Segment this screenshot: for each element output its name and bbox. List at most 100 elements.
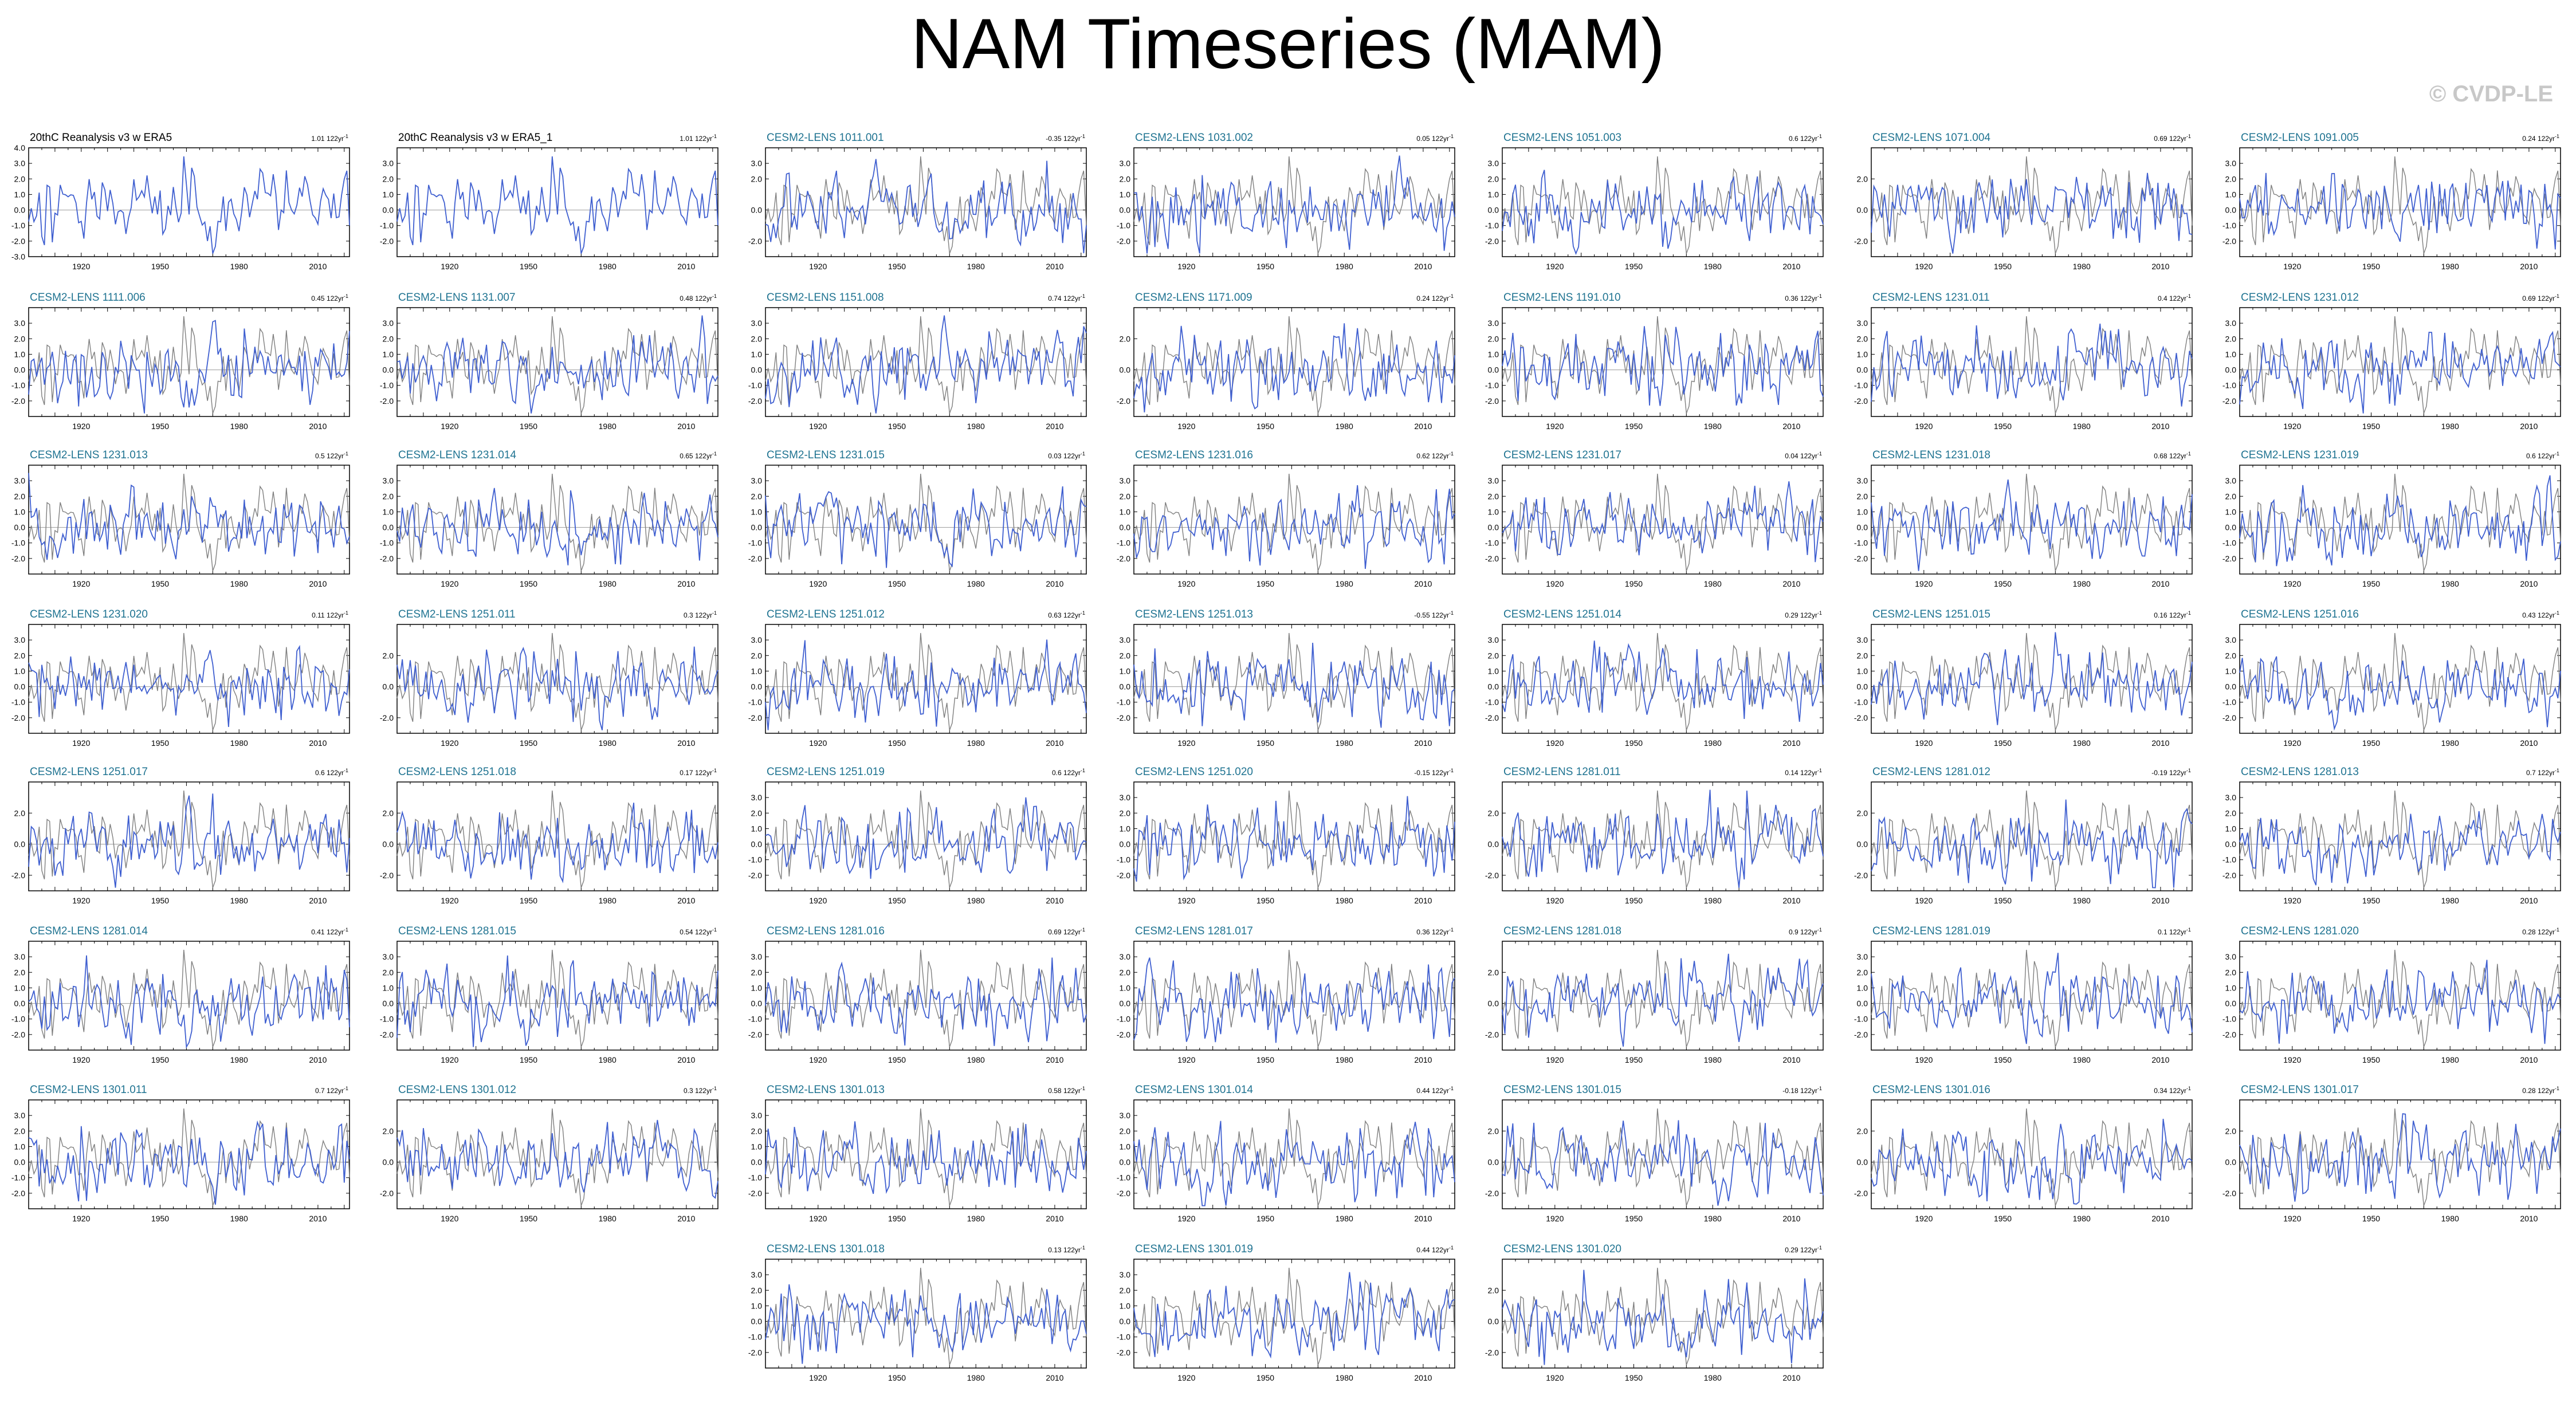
panel-title: CESM2-LENS 1231.020 <box>30 608 148 620</box>
plot-frame <box>396 465 718 575</box>
x-tick-label: 1920 <box>2283 1214 2301 1223</box>
panel-title: CESM2-LENS 1251.012 <box>767 608 885 620</box>
y-tick-label: 0.0 <box>1488 840 1499 849</box>
y-tick-label: 2.0 <box>383 334 394 343</box>
y-tick-label: -1.0 <box>2222 539 2236 548</box>
x-tick-label: 1980 <box>1704 262 1722 271</box>
x-tick-label: 1950 <box>1256 1055 1274 1064</box>
y-tick-label: 0.0 <box>2225 840 2237 849</box>
y-tick-label: 3.0 <box>1488 159 1499 168</box>
x-tick-label: 1920 <box>809 262 827 271</box>
plot-frame <box>1502 465 1824 575</box>
panel-title: CESM2-LENS 1281.016 <box>767 925 885 937</box>
observation-line <box>1502 632 1824 730</box>
y-tick-label: 1.0 <box>2225 190 2237 199</box>
y-tick-label: -1.0 <box>1485 539 1499 548</box>
trend-label: 0.14 122yr-1 <box>1785 768 1822 777</box>
trend-label: 0.69 122yr-1 <box>2522 293 2559 302</box>
panel-title: CESM2-LENS 1231.017 <box>1503 449 1621 461</box>
x-tick-label: 2010 <box>1782 738 1800 748</box>
series-line <box>28 473 350 560</box>
plot-frame <box>28 941 350 1051</box>
x-tick-label: 2010 <box>2520 1214 2538 1223</box>
y-tick-label: 4.0 <box>14 143 26 152</box>
timeseries-panel: CESM2-LENS 1301.018 0.13 122yr-1 1920 1950 1… <box>748 1243 1087 1382</box>
panel-title: CESM2-LENS 1251.013 <box>1135 608 1253 620</box>
y-tick-label: 1.0 <box>383 190 394 199</box>
panel-title: CESM2-LENS 1301.016 <box>1872 1084 1990 1096</box>
trend-label: 0.5 122yr-1 <box>315 451 348 460</box>
x-tick-label: 1920 <box>441 579 458 588</box>
series-line <box>396 1119 718 1199</box>
trend-label: -0.15 122yr-1 <box>1414 768 1454 777</box>
trend-label: -0.35 122yr-1 <box>1046 133 1085 143</box>
series-line <box>28 644 350 727</box>
trend-label: 1.01 122yr-1 <box>311 133 348 143</box>
x-tick-label: 1980 <box>1704 738 1722 748</box>
observation-line <box>2239 949 2561 1047</box>
observation-line <box>396 473 718 571</box>
x-tick-label: 1950 <box>1625 738 1643 748</box>
x-tick-label: 1920 <box>1177 738 1195 748</box>
trend-label: 0.03 122yr-1 <box>1048 451 1085 460</box>
x-tick-label: 1980 <box>1704 1373 1722 1382</box>
y-tick-label: 0.0 <box>1120 840 1131 849</box>
x-tick-label: 1950 <box>151 579 169 588</box>
timeseries-panel: CESM2-LENS 1301.015 -0.18 122yr-1 1920 1950… <box>1485 1084 1824 1223</box>
observation-line <box>1133 1267 1455 1365</box>
y-tick-label: 1.0 <box>1488 349 1499 359</box>
y-tick-label: -2.0 <box>1485 871 1499 880</box>
series-line <box>396 315 718 414</box>
y-tick-label: 2.0 <box>1120 808 1131 817</box>
y-tick-label: 3.0 <box>2225 952 2237 961</box>
y-tick-label: 2.0 <box>383 1126 394 1135</box>
y-tick-label: -2.0 <box>11 554 25 563</box>
y-tick-label: -2.0 <box>748 237 762 246</box>
plot-frame <box>765 465 1087 575</box>
y-tick-label: 0.0 <box>1857 523 1868 532</box>
timeseries-panel: CESM2-LENS 1301.014 0.44 122yr-1 1920 1950 1… <box>1117 1084 1455 1223</box>
panel-title: CESM2-LENS 1231.016 <box>1135 449 1253 461</box>
y-tick-label: -1.0 <box>1485 698 1499 707</box>
y-tick-label: 2.0 <box>14 1126 26 1135</box>
y-tick-label: 1.0 <box>2225 666 2237 675</box>
y-tick-label: -2.0 <box>1854 396 1868 406</box>
x-tick-label: 1980 <box>2441 422 2459 431</box>
series-line <box>2239 475 2561 567</box>
panel-title: CESM2-LENS 1111.006 <box>30 292 146 304</box>
x-tick-label: 1950 <box>1256 738 1274 748</box>
y-tick-label: -1.0 <box>11 1015 25 1024</box>
trend-label: 0.29 122yr-1 <box>1785 610 1822 619</box>
observation-line <box>1871 473 2193 571</box>
y-tick-label: 3.0 <box>1120 635 1131 644</box>
y-tick-label: 0.0 <box>751 1317 763 1326</box>
y-tick-label: 2.0 <box>2225 651 2237 660</box>
x-tick-label: 2010 <box>1046 1055 1063 1064</box>
series-line <box>1133 957 1455 1043</box>
plot-frame <box>765 624 1087 734</box>
series-line <box>1502 1269 1824 1365</box>
y-tick-label: -2.0 <box>380 396 394 406</box>
x-tick-label: 1920 <box>1915 422 1933 431</box>
y-tick-label: 1.0 <box>14 666 26 675</box>
y-tick-label: 0.0 <box>751 682 763 691</box>
y-tick-label: 1.0 <box>1857 507 1868 516</box>
x-tick-label: 1980 <box>967 896 985 905</box>
y-tick-label: 3.0 <box>14 1111 26 1120</box>
x-tick-label: 1980 <box>599 422 616 431</box>
x-tick-label: 1920 <box>2283 738 2301 748</box>
x-tick-label: 1920 <box>72 422 90 431</box>
x-tick-label: 2010 <box>677 1055 695 1064</box>
observation-line <box>1871 1108 2193 1206</box>
y-tick-label: -3.0 <box>11 252 25 261</box>
x-tick-label: 2010 <box>1782 579 1800 588</box>
y-tick-label: 2.0 <box>1857 1126 1868 1135</box>
y-tick-label: 1.0 <box>1488 507 1499 516</box>
trend-label: 0.45 122yr-1 <box>311 293 348 302</box>
y-tick-label: 0.0 <box>1120 1317 1131 1326</box>
x-tick-label: 1980 <box>1704 896 1722 905</box>
series-line <box>1502 1120 1824 1206</box>
y-tick-label: -2.0 <box>1117 1348 1130 1357</box>
observation-line <box>1871 632 2193 730</box>
series-line <box>1871 323 2193 407</box>
